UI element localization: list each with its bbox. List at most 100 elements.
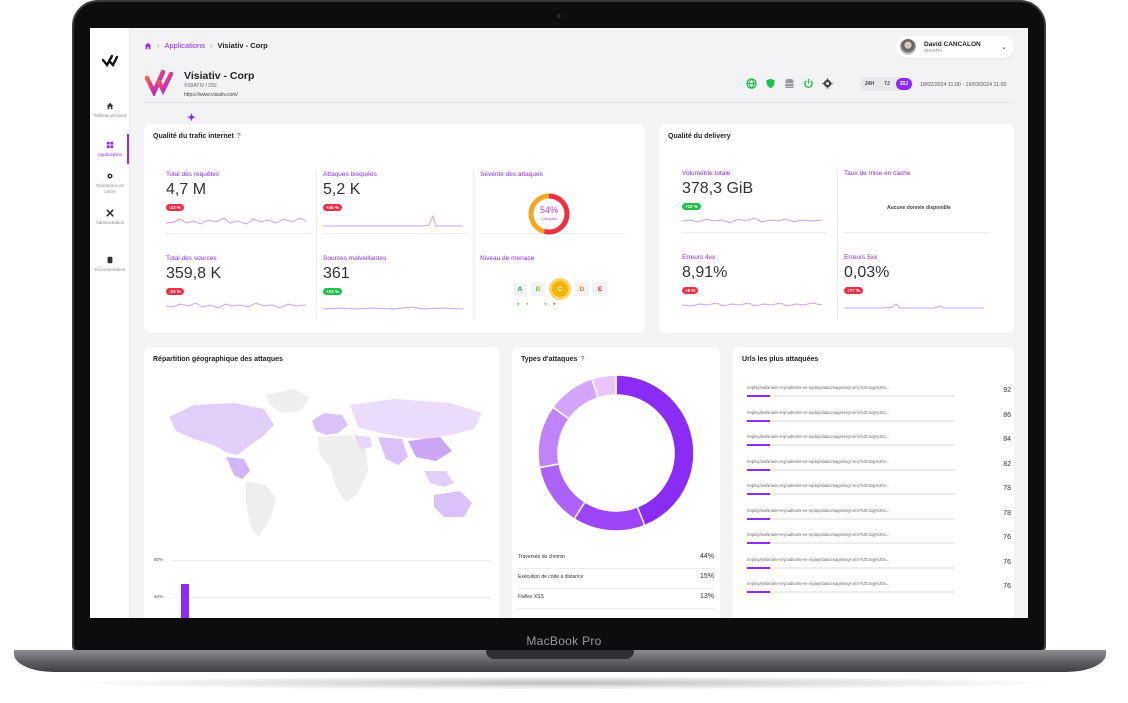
url-bar-fill	[747, 419, 770, 422]
metric-threat-level[interactable]: Niveau de menace	[480, 255, 625, 335]
delta-badge: +23 %	[323, 288, 342, 295]
sidebar-item-dashboard[interactable]: Tableau de bord	[90, 102, 130, 119]
database-icon[interactable]	[784, 78, 795, 89]
severity-sub: Critiques	[541, 216, 557, 221]
sidebar-item-label: Opérations en cours	[95, 183, 125, 194]
sparkline	[323, 306, 463, 310]
threat-dots: ● ● ● ●	[517, 301, 556, 306]
chart-bar[interactable]	[181, 584, 189, 618]
help-icon[interactable]: ?	[580, 356, 585, 363]
url-count: 84	[1003, 436, 1011, 443]
donut-slice[interactable]	[590, 374, 617, 399]
metric-malicious-sources[interactable]: Sources malveillantes 361 +23 %	[323, 255, 468, 335]
column-divider	[837, 170, 838, 320]
url-count: 92	[1003, 387, 1011, 394]
range-30j-button[interactable]: 30J	[895, 78, 913, 90]
card-title: Types d'attaques?	[521, 356, 585, 363]
column-divider	[316, 170, 317, 320]
metric-total-sources[interactable]: Total des sources 359,8 K -23 %	[166, 255, 311, 335]
url-bar-fill	[747, 395, 770, 397]
delta-badge: +77 %	[844, 287, 863, 294]
attack-type-row[interactable]: Exécution de code à distance 15%	[518, 569, 714, 589]
device-label: MacBook Pro	[526, 634, 602, 648]
sidebar-item-documentation[interactable]: Documentation	[90, 256, 130, 273]
metric-blocked-attacks[interactable]: Attaques bloquées 5,2 K +46 %	[323, 171, 468, 251]
donut-slice[interactable]	[538, 462, 586, 520]
settings-icon[interactable]	[822, 78, 833, 89]
url-count: 82	[1003, 460, 1011, 468]
donut-slice[interactable]	[615, 374, 695, 527]
sidebar-item-applications[interactable]: Applications	[90, 141, 130, 158]
url-bar-track	[747, 517, 955, 520]
world-map[interactable]	[154, 375, 494, 545]
sidebar-item-administration[interactable]: Administration	[90, 209, 130, 226]
sparkle-icon[interactable]: ✦	[187, 112, 196, 124]
url-bar-track	[747, 419, 955, 422]
url-bar-fill	[747, 542, 770, 544]
status-icons	[746, 78, 833, 89]
globe-icon[interactable]	[746, 78, 757, 89]
donut-slice[interactable]	[573, 500, 646, 532]
metric-value: 359,8 K	[166, 265, 222, 282]
metric-label: Sévérité des attaques	[480, 171, 543, 178]
shield-icon[interactable]	[765, 78, 776, 89]
breadcrumb-link[interactable]: Applications	[164, 41, 205, 50]
metric-volume[interactable]: Volumétrie totale 378,3 GiB +10 %	[682, 170, 827, 250]
delta-badge: +8 %	[682, 287, 699, 294]
card-title: Qualité du trafic internet?	[153, 133, 241, 140]
power-icon[interactable]	[803, 78, 814, 89]
metric-errors-4xx[interactable]: Erreurs 4xx 8,91% +8 %	[682, 254, 827, 334]
user-menu[interactable]: David CANCALON VISIATIV ⌄	[896, 36, 1014, 58]
metric-label: Total des sources	[166, 255, 217, 262]
attack-type-percent: 44%	[699, 553, 714, 560]
home-icon	[106, 102, 114, 110]
attack-type-percent: 13%	[699, 593, 714, 600]
laptop-base	[14, 650, 1106, 672]
url-row[interactable]: /replay/webinaire-mycadtools-en-replay/d…	[747, 434, 1011, 459]
metric-cache-rate[interactable]: Taux de mise en cache	[844, 170, 989, 250]
url-row[interactable]: /replay/webinaire-mycadtools-en-replay/d…	[747, 557, 1011, 582]
url-row[interactable]: /replay/webinaire-mycadtools-en-replay/d…	[747, 532, 1011, 557]
severity-gauge[interactable]: 54% Critiques	[527, 192, 571, 236]
delta-badge: +46 %	[323, 204, 342, 211]
attack-type-row[interactable]: Failles XSS 13%	[518, 589, 714, 609]
url-bar-track	[747, 542, 955, 544]
attack-type-row[interactable]: Traversée de chemin 44%	[518, 549, 714, 569]
attack-types-donut[interactable]	[536, 373, 696, 533]
sparkline	[323, 214, 463, 227]
url-row[interactable]: /replay/webinaire-mycadtools-en-replay/d…	[747, 410, 1011, 435]
range-24h-button[interactable]: 24H	[865, 81, 875, 87]
app-logo-icon	[144, 69, 174, 96]
metric-errors-5xx[interactable]: Erreurs 5xx 0,03% +77 %	[844, 254, 989, 334]
url-bar-track	[747, 468, 955, 471]
home-icon[interactable]	[144, 42, 152, 50]
gridline	[172, 597, 490, 598]
sidebar-item-label: Applications	[97, 152, 123, 157]
delta-badge: -23 %	[166, 204, 184, 211]
url-row[interactable]: /replay/webinaire-mycadtools-en-replay/d…	[747, 508, 1011, 533]
metric-total-requests[interactable]: Total des requêtes 4,7 M -23 %	[166, 171, 311, 251]
chevron-right-icon: ›	[157, 41, 160, 50]
date-range: 18/02/2024 11:00 - 19/03/2024 11:00	[920, 82, 1007, 88]
sidebar-item-operations[interactable]: Opérations en cours	[90, 172, 130, 194]
sparkline	[166, 302, 306, 309]
url-row[interactable]: /replay/webinaire-mycadtools-en-replay/d…	[747, 385, 1011, 410]
help-icon[interactable]: ?	[236, 133, 241, 140]
app-url[interactable]: https://www.visiativ.com/	[184, 92, 238, 98]
url-text: /replay/webinaire-mycadtools-en-replay/d…	[747, 458, 890, 464]
geo-attacks-card: Répartition géographique des attaques 80…	[144, 347, 499, 618]
range-7j-button[interactable]: 7J	[884, 81, 890, 87]
delivery-quality-card: Qualité du delivery Volumétrie totale 37…	[659, 124, 1014, 333]
chevron-right-icon: ›	[209, 41, 213, 50]
threat-level-b: B	[531, 282, 545, 296]
grid-icon	[106, 141, 114, 149]
metric-label: Taux de mise en cache	[844, 170, 911, 177]
user-org: VISIATIV	[924, 48, 943, 53]
url-row[interactable]: /replay/webinaire-mycadtools-en-replay/d…	[747, 581, 1011, 606]
donut-slice[interactable]	[551, 377, 600, 420]
brand-logo-icon[interactable]	[101, 54, 119, 68]
url-row[interactable]: /replay/webinaire-mycadtools-en-replay/d…	[747, 483, 1011, 508]
time-range-selector: 24H 7J 30J	[860, 77, 914, 91]
url-row[interactable]: /replay/webinaire-mycadtools-en-replay/d…	[747, 459, 1011, 484]
sparkline	[166, 217, 306, 225]
